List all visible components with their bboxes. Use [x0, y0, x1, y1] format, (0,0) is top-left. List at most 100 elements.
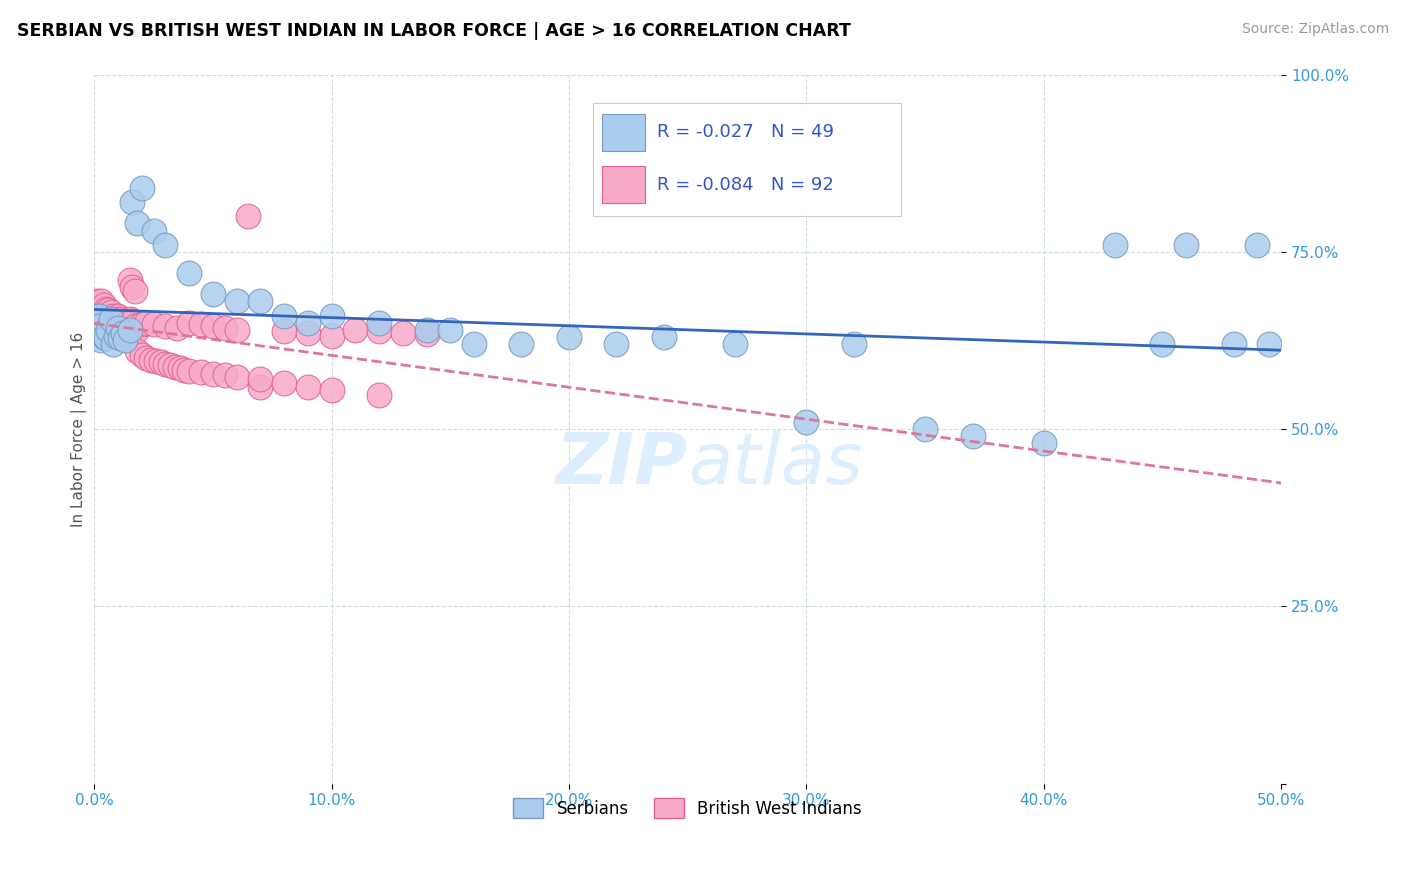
Point	[273, 309, 295, 323]
Point	[86, 323, 108, 337]
Point	[125, 217, 148, 231]
Point	[166, 321, 188, 335]
Point	[1152, 337, 1174, 351]
Point	[273, 324, 295, 338]
Point	[1175, 237, 1198, 252]
Point	[86, 294, 108, 309]
Point	[114, 319, 136, 334]
Point	[107, 324, 129, 338]
Point	[93, 330, 115, 344]
Point	[90, 312, 112, 326]
Point	[368, 316, 391, 330]
Point	[121, 314, 143, 328]
Point	[90, 326, 112, 341]
Point	[110, 331, 132, 345]
Point	[107, 321, 129, 335]
Point	[94, 324, 117, 338]
Point	[125, 344, 148, 359]
Point	[321, 383, 343, 397]
Point	[155, 357, 177, 371]
Point	[101, 317, 124, 331]
Point	[149, 355, 172, 369]
Point	[86, 323, 108, 337]
Point	[100, 305, 122, 319]
Point	[90, 294, 112, 309]
Point	[117, 323, 139, 337]
Point	[201, 319, 224, 334]
Point	[225, 294, 247, 309]
Point	[100, 328, 122, 343]
Point	[169, 361, 191, 376]
Point	[249, 294, 271, 309]
Point	[124, 284, 146, 298]
Point	[90, 326, 112, 341]
Point	[94, 310, 117, 324]
Text: SERBIAN VS BRITISH WEST INDIAN IN LABOR FORCE | AGE > 16 CORRELATION CHART: SERBIAN VS BRITISH WEST INDIAN IN LABOR …	[17, 22, 851, 40]
Point	[86, 309, 108, 323]
Point	[118, 317, 141, 331]
Point	[652, 330, 675, 344]
Point	[100, 312, 122, 326]
Point	[87, 323, 110, 337]
Point	[391, 326, 413, 340]
Point	[97, 326, 120, 341]
Point	[155, 237, 177, 252]
Point	[107, 309, 129, 323]
Point	[214, 321, 236, 335]
Point	[104, 312, 127, 326]
Point	[97, 323, 120, 337]
Point	[101, 324, 124, 338]
Point	[142, 223, 165, 237]
Point	[90, 334, 112, 348]
Point	[93, 298, 115, 312]
Point	[87, 301, 110, 316]
Point	[962, 429, 984, 443]
Point	[101, 309, 124, 323]
Point	[238, 210, 260, 224]
Point	[110, 319, 132, 334]
Point	[724, 337, 747, 351]
Point	[225, 323, 247, 337]
Point	[86, 316, 108, 330]
Point	[190, 365, 212, 379]
Point	[249, 379, 271, 393]
Point	[86, 316, 108, 330]
Point	[368, 388, 391, 402]
Text: Source: ZipAtlas.com: Source: ZipAtlas.com	[1241, 22, 1389, 37]
Point	[214, 368, 236, 383]
Text: ZIP: ZIP	[555, 430, 688, 500]
Point	[225, 369, 247, 384]
Point	[100, 321, 122, 335]
Point	[201, 287, 224, 301]
Point	[1258, 337, 1281, 351]
Point	[94, 301, 117, 316]
Point	[104, 319, 127, 334]
Point	[155, 319, 177, 334]
Point	[118, 323, 141, 337]
Point	[121, 280, 143, 294]
Point	[141, 352, 163, 367]
Point	[94, 331, 117, 345]
Point	[344, 323, 367, 337]
Point	[90, 319, 112, 334]
Point	[159, 359, 181, 373]
Point	[114, 334, 136, 348]
Point	[173, 362, 195, 376]
Point	[558, 330, 581, 344]
Point	[321, 328, 343, 343]
Point	[142, 317, 165, 331]
Point	[93, 330, 115, 344]
Point	[93, 309, 115, 323]
Point	[415, 323, 437, 337]
Text: atlas: atlas	[688, 430, 862, 500]
Point	[463, 337, 485, 351]
Point	[439, 323, 461, 337]
Point	[125, 323, 148, 337]
Point	[87, 309, 110, 323]
Point	[163, 359, 186, 374]
Point	[111, 326, 134, 341]
Point	[190, 317, 212, 331]
Point	[118, 273, 141, 287]
Point	[1104, 237, 1126, 252]
Point	[297, 379, 319, 393]
